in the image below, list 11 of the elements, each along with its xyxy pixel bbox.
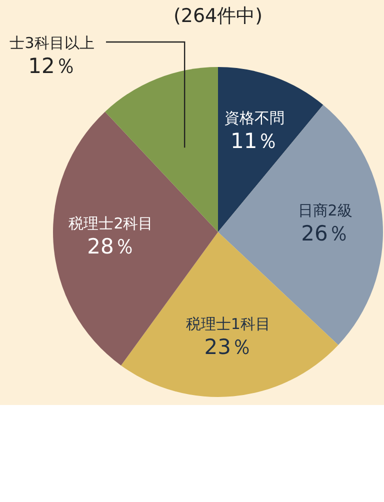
slice-label: 日商2級 [298,201,352,220]
data-label: 11％ [230,129,278,154]
data-label: 26％ [301,221,349,246]
chart-title: (264件中) [173,5,263,27]
slice-label: 税理士1科目 [186,314,270,333]
slice-label: 税理士2科目 [68,214,154,233]
data-label: 23％ [204,334,252,359]
slice-label: 資格不問 [224,109,284,128]
slice-label: 士3科目以上 [10,34,94,52]
data-label: 28％ [87,234,135,259]
data-label: 12％ [28,54,76,78]
